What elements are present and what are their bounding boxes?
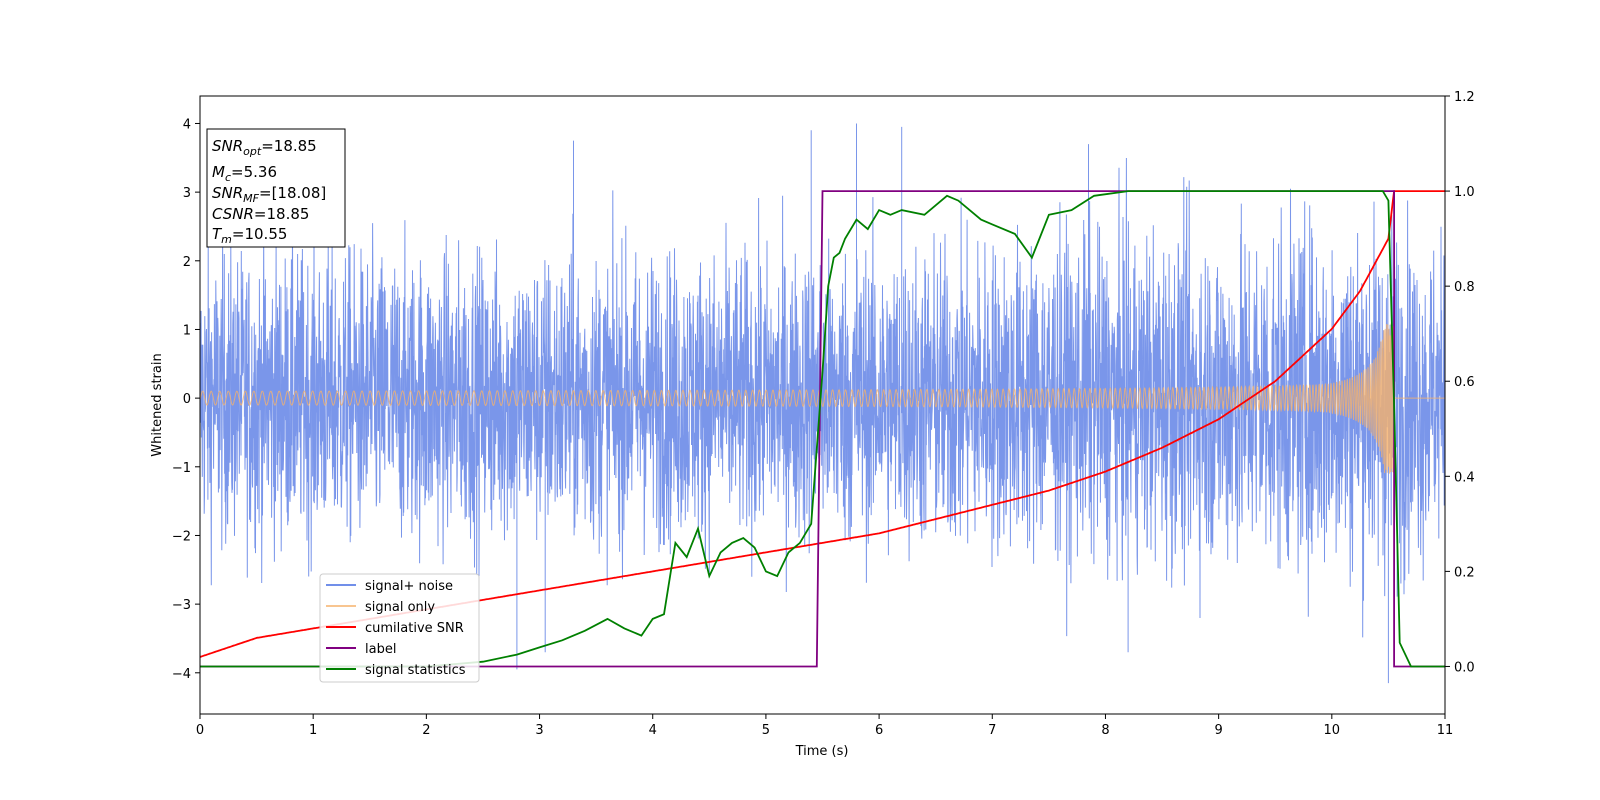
y-left-tick-label-4: 0 [183,392,191,407]
plot-frame [199,95,1446,715]
x-tick-label-4: 4 [649,723,657,738]
info-snr-opt: SNRopt=18.85 [212,137,317,158]
legend-label-signal-statistics: signal statistics [365,663,466,678]
x-tick-label-10: 10 [1324,723,1341,738]
x-tick-label-8: 8 [1101,723,1109,738]
legend-item-signal-only: signal only [326,600,435,615]
legend-frame [319,573,480,683]
info-csnr: CSNR=18.85 [212,205,309,223]
x-tick-label-9: 9 [1214,723,1222,738]
x-tick-label-11: 11 [1437,723,1454,738]
y-left-tick-label-7: 3 [183,186,191,201]
x-tick-label-2: 2 [422,723,430,738]
y-left-tick-label-6: 2 [183,255,191,270]
legend: signal+ noise signal only cumilative SNR… [319,573,480,683]
series-signal-only [200,323,1445,474]
x-tick-label-1: 1 [309,723,317,738]
y-right-tick-label-0: 0.0 [1454,660,1475,675]
info-mc: Mc=5.36 [212,163,277,184]
x-axis-label: Time (s) [795,744,849,759]
y-right-tick-label-4: 0.8 [1454,280,1475,295]
y-left-tick-label-0: −4 [172,667,191,682]
legend-label-signal-only: signal only [365,600,435,615]
x-tick-label-6: 6 [875,723,883,738]
x-tick-label-3: 3 [535,723,543,738]
y-left-tick-label-1: −3 [172,598,191,613]
y-right-tick-label-1: 0.2 [1454,565,1475,580]
x-axis: 0 1 2 3 4 5 6 7 8 9 10 11 [196,714,1453,738]
series-signal-statistics [200,190,1445,668]
y-left-tick-label-5: 1 [183,323,191,338]
legend-label-signal-noise: signal+ noise [365,579,453,594]
legend-label-cumulative-snr: cumilative SNR [365,621,464,636]
plot-series [200,123,1445,684]
y-axis-right: 0.0 0.2 0.4 0.6 0.8 1.0 1.2 [1445,90,1475,675]
y-left-tick-label-3: −1 [172,461,191,476]
x-tick-label-5: 5 [762,723,770,738]
series-label [200,190,1445,668]
y-axis-label: Whitened strain [150,353,165,456]
legend-item-signal-noise: signal+ noise [326,579,453,594]
legend-item-cumulative-snr: cumilative SNR [326,621,464,636]
y-right-tick-label-6: 1.2 [1454,90,1475,105]
info-box: SNRopt=18.85 Mc=5.36 SNRMF=[18.08] CSNR=… [206,128,346,248]
y-right-tick-label-5: 1.0 [1454,185,1475,200]
legend-label-label: label [365,642,396,657]
info-tm: Tm=10.55 [212,225,287,246]
legend-item-label: label [326,642,396,657]
y-right-tick-label-2: 0.4 [1454,470,1475,485]
legend-item-signal-statistics: signal statistics [326,663,466,678]
y-left-tick-label-2: −2 [172,529,191,544]
x-tick-label-7: 7 [988,723,996,738]
x-tick-label-0: 0 [196,723,204,738]
info-box-frame [206,128,346,248]
y-right-tick-label-3: 0.6 [1454,375,1475,390]
info-snr-mf: SNRMF=[18.08] [212,184,326,205]
y-axis-left: −4 −3 −2 −1 0 1 2 3 4 [172,117,200,682]
y-left-tick-label-8: 4 [183,117,191,132]
